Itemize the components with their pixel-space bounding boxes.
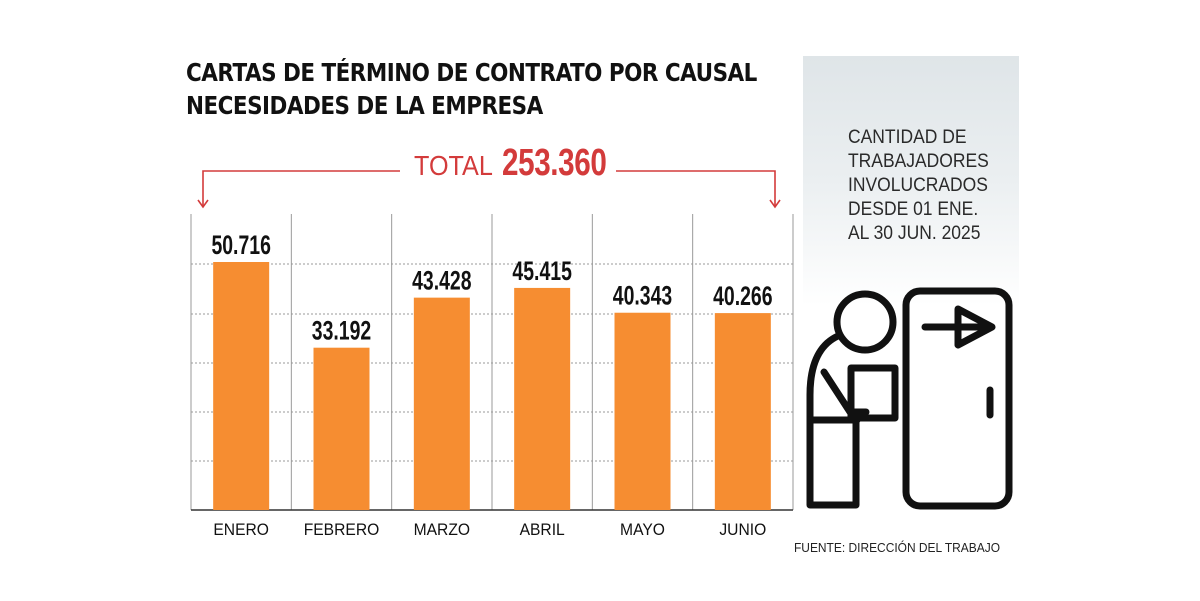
value-label-abril: 45.415 (512, 256, 571, 286)
chart-category-labels: ENERO FEBRERO MARZO ABRIL MAYO JUNIO (213, 520, 766, 539)
category-label-abril: ABRIL (520, 520, 565, 539)
value-label-enero: 50.716 (211, 230, 270, 260)
source-note: FUENTE: DIRECCIÓN DEL TRABAJO (794, 540, 1001, 555)
bar-mayo (614, 312, 671, 510)
total-label: TOTAL (414, 150, 493, 181)
category-label-febrero: FEBRERO (304, 520, 380, 539)
category-label-junio: JUNIO (719, 520, 766, 539)
worker-leaving-door-icon (806, 287, 1013, 510)
total-value: 253.360 (502, 142, 607, 184)
value-label-marzo: 43.428 (412, 266, 471, 296)
chart-title-line-2: NECESIDADES DE LA EMPRESA (186, 91, 543, 120)
chart-value-labels: 50.716 33.192 43.428 45.415 40.343 40.266 (211, 230, 772, 346)
total-bracket-left (202, 170, 400, 206)
chart-title-line-1: CARTAS DE TÉRMINO DE CONTRATO POR CAUSAL (186, 58, 757, 87)
bar-abril (514, 287, 571, 510)
worker-head-icon (833, 290, 897, 354)
bar-marzo (413, 297, 470, 510)
side-panel-text: CANTIDAD DE TRABAJADORES INVOLUCRADOS DE… (848, 127, 989, 244)
category-label-marzo: MARZO (414, 520, 470, 539)
chart-title: CARTAS DE TÉRMINO DE CONTRATO POR CAUSAL… (186, 56, 757, 122)
door-icon (902, 287, 1013, 510)
category-label-enero: ENERO (213, 520, 269, 539)
total-bracket-right (616, 170, 776, 206)
value-label-mayo: 40.343 (613, 281, 672, 311)
value-label-febrero: 33.192 (312, 316, 371, 346)
exit-arrow-icon (921, 305, 996, 349)
bar-febrero (313, 347, 370, 510)
category-label-mayo: MAYO (620, 520, 665, 539)
total-bracket-right-arrow (769, 199, 781, 209)
chart-grid (190, 214, 794, 511)
bar-enero (213, 262, 270, 510)
worker-body-icon (806, 332, 860, 509)
worker-arm-icon (820, 368, 870, 416)
chart-bars (213, 262, 771, 510)
bar-junio (714, 313, 771, 510)
side-panel (803, 56, 1019, 306)
total-bracket (197, 170, 781, 209)
value-label-junio: 40.266 (713, 281, 772, 311)
total-bracket-left-arrow (197, 199, 209, 209)
total-block: TOTAL 253.360 (0, 138, 1200, 218)
worker-box-icon (847, 364, 899, 422)
